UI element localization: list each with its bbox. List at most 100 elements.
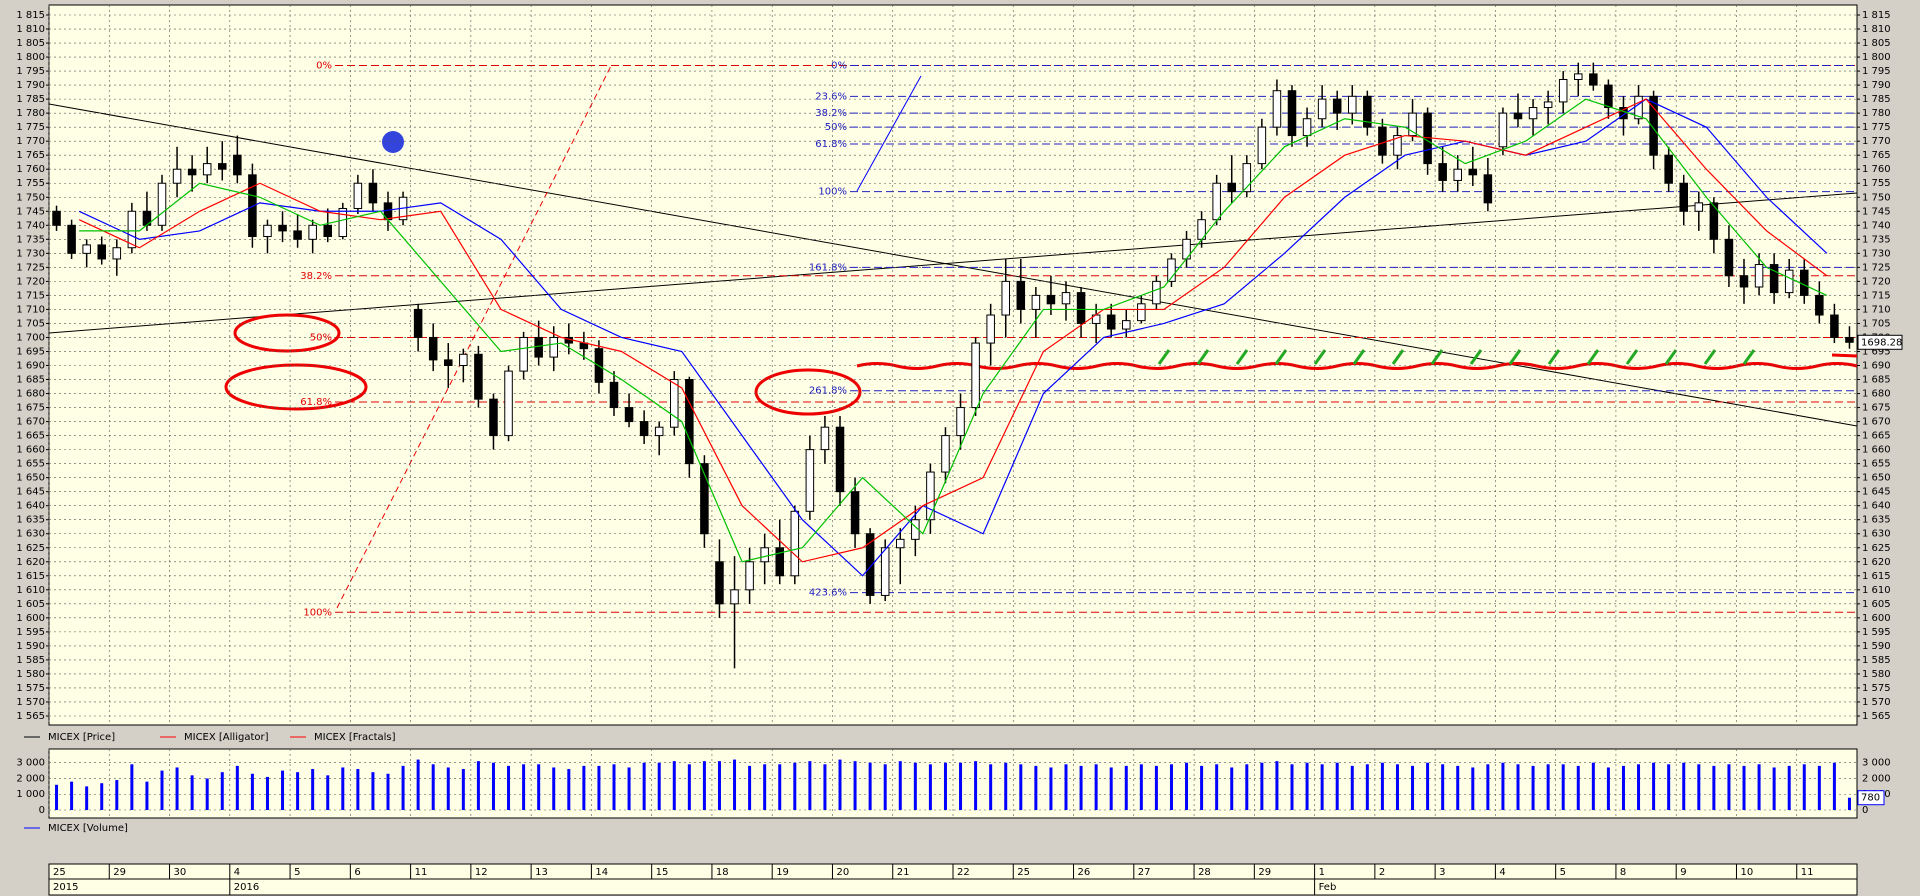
candle-body: [1016, 280, 1026, 310]
y-tick-label: 1 805: [16, 38, 45, 49]
candle-body: [835, 426, 845, 493]
x-tick-label: 4: [1499, 867, 1505, 878]
candle-body: [1272, 90, 1282, 128]
volume-bar: [1606, 767, 1610, 810]
y-tick-label: 1 735: [16, 234, 45, 245]
candle-body: [97, 244, 107, 260]
y-tick-label: 1 685: [16, 375, 45, 386]
y-tick-label: 1 650: [1862, 473, 1891, 484]
volume-bar: [1652, 762, 1656, 810]
volume-bar: [1215, 764, 1219, 810]
y-tick-label: 1 755: [16, 178, 45, 189]
candle-body: [639, 421, 649, 437]
volume-bar: [1471, 767, 1475, 810]
candle-body: [474, 353, 483, 400]
y-tick-label: 1 745: [1862, 206, 1891, 217]
y-tick-label: 1 690: [16, 361, 45, 372]
y-tick-label: 1 575: [1862, 683, 1891, 694]
candle-body: [1001, 280, 1011, 316]
y-tick-label: 1 715: [16, 290, 45, 301]
volume-bar: [70, 781, 74, 810]
volume-bar: [190, 775, 194, 810]
volume-bar: [160, 770, 164, 810]
candle-body: [609, 381, 619, 409]
candle-body: [1558, 78, 1568, 103]
volume-bar: [386, 773, 390, 810]
y-tick-label: 1 655: [16, 459, 45, 470]
x-tick-label: 29: [1258, 867, 1271, 878]
volume-bar: [1682, 762, 1686, 810]
volume-bar: [733, 759, 737, 810]
x-tick-label: 13: [535, 867, 548, 878]
candle-body: [519, 336, 528, 372]
candle-body: [1046, 294, 1056, 305]
y-tick-label: 1 610: [1862, 585, 1891, 596]
volume-bar: [356, 769, 360, 810]
x-tick-label: 11: [1801, 867, 1814, 878]
volume-bar: [1697, 764, 1701, 810]
candle-body: [1378, 126, 1387, 156]
x-tick-label: 12: [475, 867, 488, 878]
y-tick-label: 1 565: [16, 711, 45, 722]
hand-circle: [233, 313, 341, 353]
volume-bar: [989, 764, 993, 810]
y-tick-label: 1 740: [16, 220, 45, 231]
y-tick-label: 1 775: [1862, 122, 1891, 133]
volume-bar: [235, 765, 239, 810]
candle-body: [549, 336, 559, 358]
y-tick-label: 1 705: [1862, 318, 1891, 329]
candle-body: [1076, 292, 1086, 324]
y-tick-label: 1 685: [1862, 375, 1891, 386]
y-tick-label: 1 645: [1862, 487, 1891, 498]
x-tick-label: 18: [716, 867, 729, 878]
fib-line: [336, 63, 613, 609]
volume-bar: [1591, 762, 1595, 810]
alligator-line: [78, 98, 1828, 563]
candle-body: [1679, 182, 1689, 212]
y-tick-label: 1 670: [16, 417, 45, 428]
y-tick-label: 1 640: [16, 501, 45, 512]
candle-body: [760, 547, 769, 563]
hand-circle: [754, 368, 862, 416]
volume-bar: [974, 761, 978, 810]
period-label: 2015: [53, 882, 78, 893]
y-tick-label: 1 795: [16, 66, 45, 77]
candle-body: [1649, 95, 1658, 156]
fib-label: 100%: [303, 607, 332, 618]
volume-bar: [1124, 765, 1128, 810]
candle-body: [850, 491, 860, 535]
volume-bar: [717, 761, 721, 810]
y-tick-label: 1 590: [16, 641, 45, 652]
y-tick-label: 1 585: [16, 655, 45, 666]
x-tick-label: 25: [53, 867, 66, 878]
volume-bar: [1667, 764, 1671, 810]
candle-body: [1739, 275, 1749, 288]
volume-bar: [1742, 765, 1746, 810]
candle-body: [413, 308, 423, 338]
volume-bar: [1486, 764, 1490, 810]
volume-bar: [401, 765, 405, 810]
y-tick-label: 1 760: [16, 164, 45, 175]
candle-body: [1317, 98, 1327, 120]
volume-bar: [1335, 762, 1339, 810]
candle-body: [157, 182, 167, 226]
volume-bar: [823, 764, 827, 810]
y-tick-label: 1 690: [1862, 361, 1891, 372]
volume-bar: [868, 762, 872, 810]
y-tick-label: 1 675: [16, 403, 45, 414]
candle-body: [52, 210, 61, 226]
volume-bar: [220, 772, 224, 810]
x-tick-label: 1: [1319, 867, 1325, 878]
volume-bar: [145, 781, 149, 810]
volume-bar: [1426, 762, 1430, 810]
candle-body: [489, 398, 498, 437]
candle-body: [1332, 98, 1342, 114]
y-tick-label: 1 610: [16, 585, 45, 596]
y-tick-label: 1 725: [16, 262, 45, 273]
y-tick-label: 1 720: [1862, 276, 1891, 287]
candle-body: [368, 182, 378, 204]
candle-body: [263, 224, 272, 238]
volume-bar: [1787, 765, 1791, 810]
y-tick-label: 1 675: [1862, 403, 1891, 414]
candle-body: [218, 163, 227, 170]
